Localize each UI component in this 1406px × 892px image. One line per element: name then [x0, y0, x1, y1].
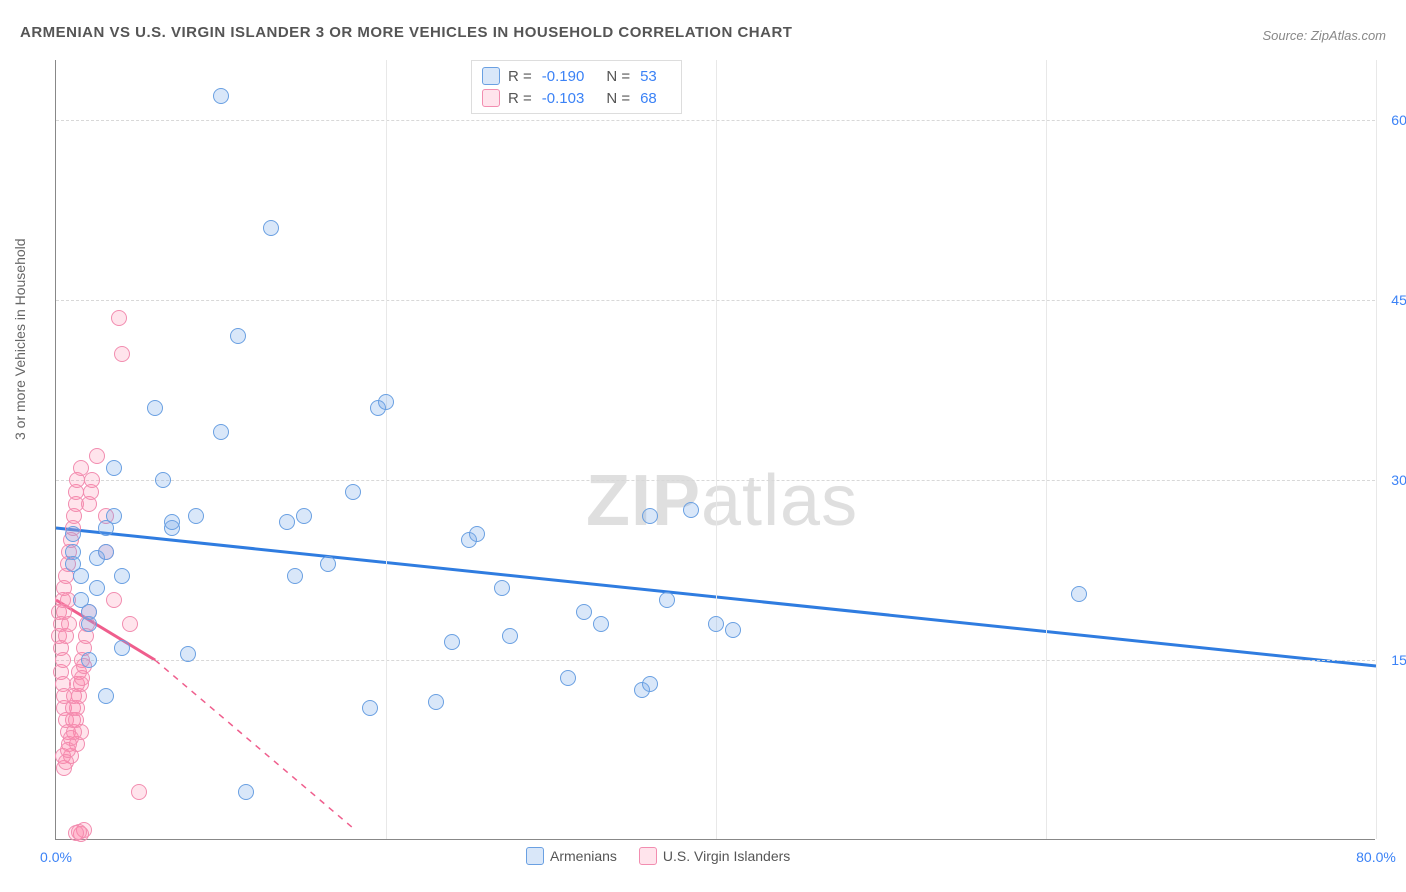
point-armenian — [164, 514, 180, 530]
point-armenian — [296, 508, 312, 524]
point-armenian — [362, 700, 378, 716]
point-usvi — [106, 592, 122, 608]
point-armenian — [378, 394, 394, 410]
point-armenian — [576, 604, 592, 620]
point-usvi — [61, 616, 77, 632]
point-armenian — [238, 784, 254, 800]
point-armenian — [593, 616, 609, 632]
swatch-pink — [639, 847, 657, 865]
point-armenian — [213, 424, 229, 440]
point-armenian — [469, 526, 485, 542]
point-usvi — [84, 472, 100, 488]
point-armenian — [81, 604, 97, 620]
point-armenian — [106, 508, 122, 524]
point-armenian — [155, 472, 171, 488]
point-armenian — [1071, 586, 1087, 602]
point-usvi — [111, 310, 127, 326]
ytick-label: 60.0% — [1391, 112, 1406, 128]
point-armenian — [659, 592, 675, 608]
legend-item-armenians: Armenians — [526, 847, 617, 865]
swatch-blue — [526, 847, 544, 865]
y-axis-label: 3 or more Vehicles in Household — [12, 238, 28, 440]
point-armenian — [213, 88, 229, 104]
point-armenian — [725, 622, 741, 638]
point-armenian — [263, 220, 279, 236]
point-usvi — [71, 824, 87, 840]
plot-area: ZIPatlas R =-0.190 N =53 R =-0.103 N =68… — [55, 60, 1375, 840]
point-armenian — [114, 568, 130, 584]
gridline-v — [1376, 60, 1377, 839]
point-armenian — [81, 652, 97, 668]
point-armenian — [230, 328, 246, 344]
ytick-label: 45.0% — [1391, 292, 1406, 308]
source-attribution: Source: ZipAtlas.com — [1262, 28, 1386, 43]
point-armenian — [106, 460, 122, 476]
chart-title: ARMENIAN VS U.S. VIRGIN ISLANDER 3 OR MO… — [20, 24, 792, 41]
xtick-label: 0.0% — [40, 849, 72, 865]
point-armenian — [494, 580, 510, 596]
point-armenian — [279, 514, 295, 530]
point-armenian — [73, 568, 89, 584]
point-armenian — [89, 580, 105, 596]
point-armenian — [287, 568, 303, 584]
point-armenian — [708, 616, 724, 632]
series-legend: Armenians U.S. Virgin Islanders — [526, 847, 790, 865]
gridline-v — [716, 60, 717, 839]
point-usvi — [122, 616, 138, 632]
point-armenian — [444, 634, 460, 650]
point-armenian — [502, 628, 518, 644]
point-usvi — [114, 346, 130, 362]
point-armenian — [642, 508, 658, 524]
gridline-v — [1046, 60, 1047, 839]
legend-item-usvi: U.S. Virgin Islanders — [639, 847, 790, 865]
point-armenian — [683, 502, 699, 518]
point-armenian — [98, 544, 114, 560]
point-armenian — [180, 646, 196, 662]
xtick-label: 80.0% — [1356, 849, 1396, 865]
point-armenian — [345, 484, 361, 500]
point-armenian — [320, 556, 336, 572]
point-armenian — [428, 694, 444, 710]
ytick-label: 15.0% — [1391, 652, 1406, 668]
point-armenian — [65, 526, 81, 542]
point-usvi — [55, 652, 71, 668]
point-armenian — [642, 676, 658, 692]
point-usvi — [89, 448, 105, 464]
point-armenian — [560, 670, 576, 686]
point-usvi — [131, 784, 147, 800]
point-armenian — [98, 688, 114, 704]
ytick-label: 30.0% — [1391, 472, 1406, 488]
point-armenian — [114, 640, 130, 656]
gridline-v — [386, 60, 387, 839]
point-armenian — [188, 508, 204, 524]
point-armenian — [147, 400, 163, 416]
